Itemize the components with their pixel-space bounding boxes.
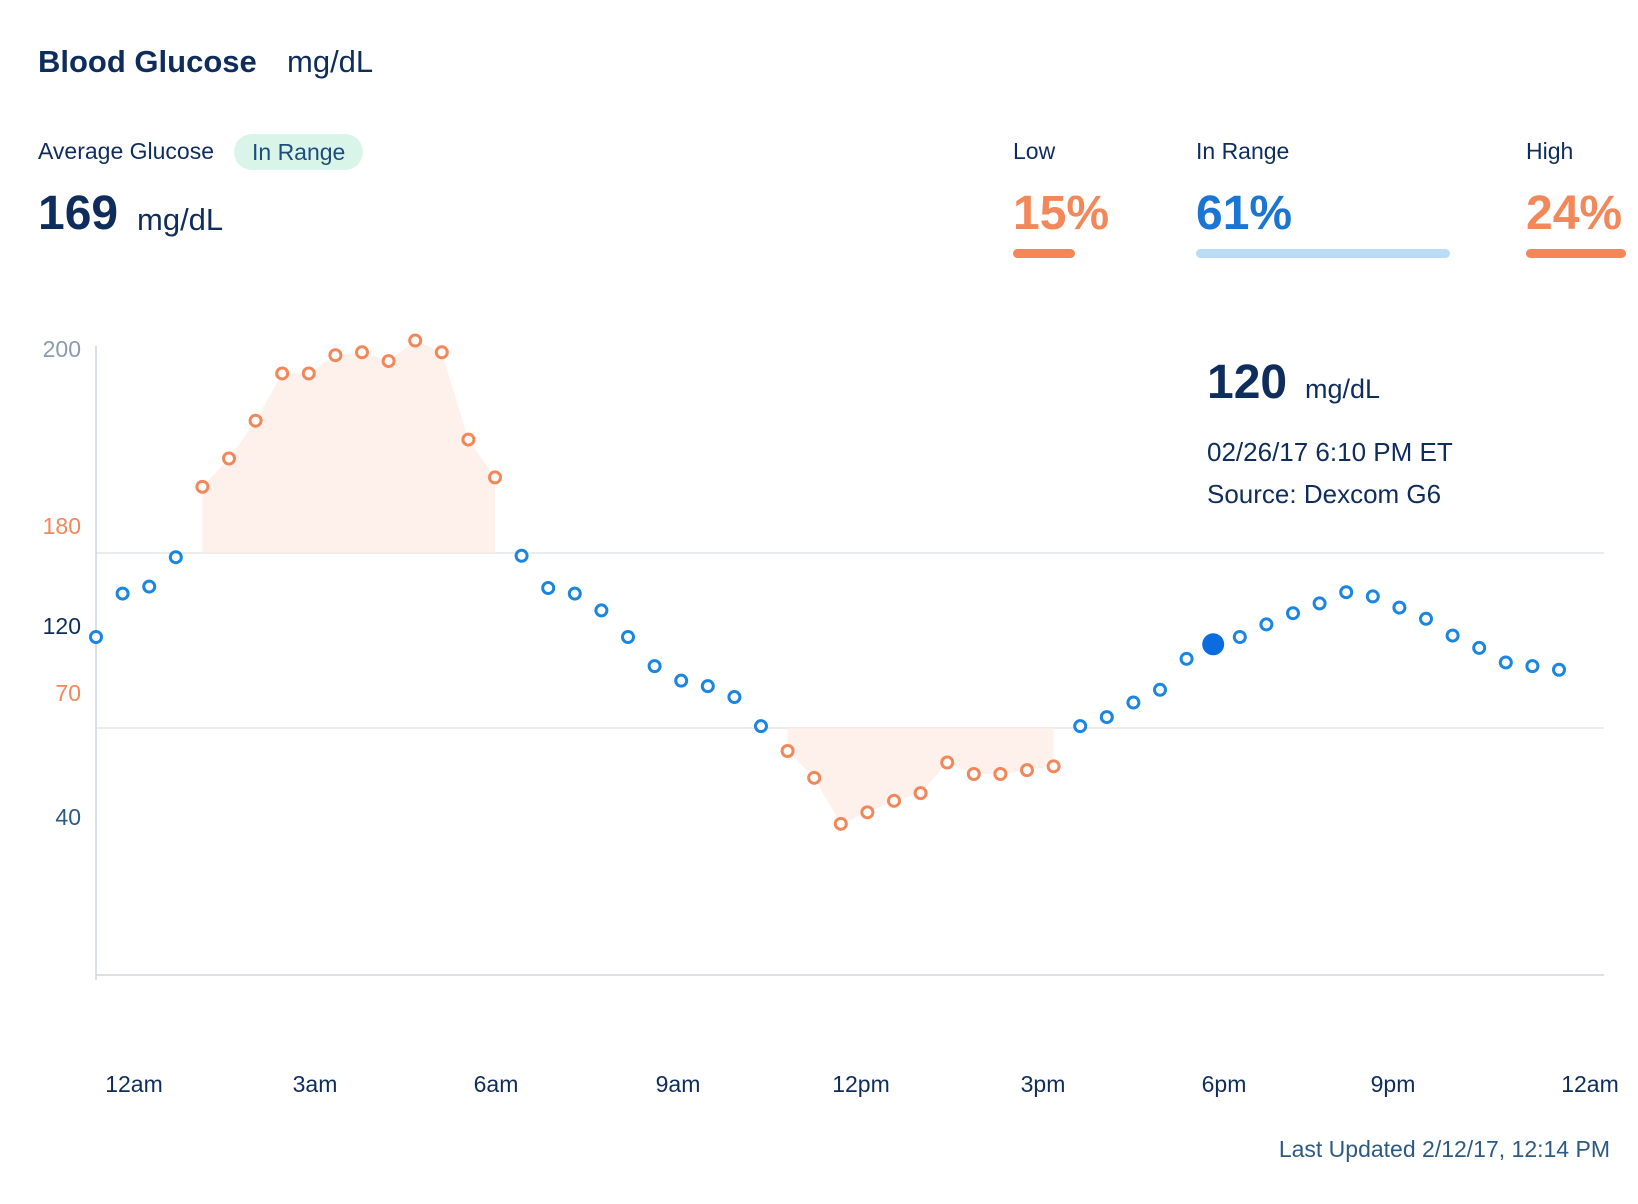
tooltip-source: Source: Dexcom G6 [1207,479,1441,509]
in-range-point[interactable] [1126,695,1141,710]
x-tick-label: 3pm [1021,1071,1066,1097]
out-of-range-point[interactable] [434,345,449,360]
x-tick-label: 6pm [1202,1071,1247,1097]
in-range-point[interactable] [168,550,183,565]
low-label: Low [1013,138,1056,164]
out-of-range-point[interactable] [248,413,263,428]
in-range-point[interactable] [1179,651,1194,666]
in-range-point[interactable] [1259,617,1274,632]
out-of-range-point[interactable] [940,755,955,770]
average-glucose-value: 169 [38,187,119,240]
in-range-percent: 61% [1196,187,1293,240]
in-range-point[interactable] [1339,585,1354,600]
in-range-point[interactable] [727,690,742,705]
x-tick-label: 6am [474,1071,519,1097]
in-range-point[interactable] [1525,659,1540,674]
y-tick-label: 200 [43,336,81,362]
in-range-point[interactable] [115,586,130,601]
high-label: High [1526,138,1574,164]
out-of-range-point[interactable] [408,333,423,348]
x-tick-label: 9am [656,1071,701,1097]
last-updated: Last Updated 2/12/17, 12:14 PM [1278,1136,1610,1162]
out-of-range-point[interactable] [833,816,848,831]
in-range-point[interactable] [514,548,529,563]
out-of-range-point[interactable] [381,354,396,369]
out-of-range-point[interactable] [275,366,290,381]
low-bar [1013,249,1075,258]
x-tick-label: 9pm [1371,1071,1416,1097]
out-of-range-point[interactable] [993,767,1008,781]
low-shaded-region [787,728,1054,824]
in-range-point[interactable] [647,659,662,674]
high-percent: 24% [1526,187,1623,240]
out-of-range-point[interactable] [780,744,795,758]
in-range-point[interactable] [1312,596,1327,611]
out-of-range-point[interactable] [301,366,316,381]
in-range-point[interactable] [1392,600,1407,615]
tooltip-datetime: 02/26/17 6:10 PM ET [1207,437,1453,467]
y-tick-label: 180 [43,513,81,539]
out-of-range-point[interactable] [222,451,236,466]
x-tick-label: 12pm [832,1071,890,1097]
in-range-point[interactable] [1099,710,1114,725]
in-range-point[interactable] [621,630,635,644]
in-range-bar [1196,249,1450,258]
low-percent: 15% [1013,187,1110,240]
in-range-point[interactable] [594,603,609,618]
title-unit: mg/dL [287,44,374,79]
high-bar [1526,249,1626,258]
in-range-point[interactable] [1498,655,1513,670]
high-shaded-region [202,340,495,553]
in-range-point[interactable] [1153,682,1167,697]
out-of-range-point[interactable] [195,479,210,494]
in-range-point[interactable] [567,586,582,601]
out-of-range-point[interactable] [461,432,476,447]
in-range-point[interactable] [1365,589,1380,604]
in-range-point[interactable] [754,719,768,734]
out-of-range-point[interactable] [860,805,875,820]
in-range-point[interactable] [89,630,103,644]
glucose-scatter-chart: 200 180 120 70 40 12am 3am 6am 9am 12pm 3pm 6pm 9pm… [43,333,1619,1097]
in-range-point[interactable] [1286,606,1300,621]
out-of-range-point[interactable] [1020,763,1034,778]
average-glucose-label: Average Glucose [38,138,215,164]
in-range-label: In Range [1196,138,1290,164]
out-of-range-point[interactable] [1046,759,1061,774]
in-range-point[interactable] [1552,662,1566,677]
in-range-point[interactable] [1472,640,1487,655]
y-tick-label: 120 [43,613,81,639]
in-range-point[interactable] [700,679,715,694]
y-tick-label: 40 [55,804,81,830]
in-range-point[interactable] [1419,611,1433,626]
out-of-range-point[interactable] [807,770,822,785]
out-of-range-point[interactable] [488,470,502,485]
selected-data-point[interactable] [1202,633,1225,656]
tooltip-value: 120 [1207,356,1287,409]
y-tick-label: 70 [55,680,81,706]
out-of-range-point[interactable] [966,767,981,781]
x-tick-label: 12am [105,1071,163,1097]
x-tick-label: 3am [293,1071,338,1097]
in-range-point[interactable] [1073,719,1088,734]
in-range-point[interactable] [1232,630,1247,644]
out-of-range-point[interactable] [887,793,901,808]
out-of-range-point[interactable] [328,348,343,363]
in-range-point[interactable] [142,579,157,594]
in-range-point[interactable] [541,581,556,595]
out-of-range-point[interactable] [913,786,928,801]
chart-title: Blood Glucose [38,44,257,79]
x-tick-label: 12am [1561,1071,1619,1097]
in-range-point[interactable] [1445,628,1460,643]
in-range-point[interactable] [674,673,689,688]
in-range-badge: In Range [234,134,364,170]
average-glucose-unit: mg/dL [137,202,224,237]
tooltip-unit: mg/dL [1305,374,1380,404]
out-of-range-point[interactable] [355,345,369,360]
